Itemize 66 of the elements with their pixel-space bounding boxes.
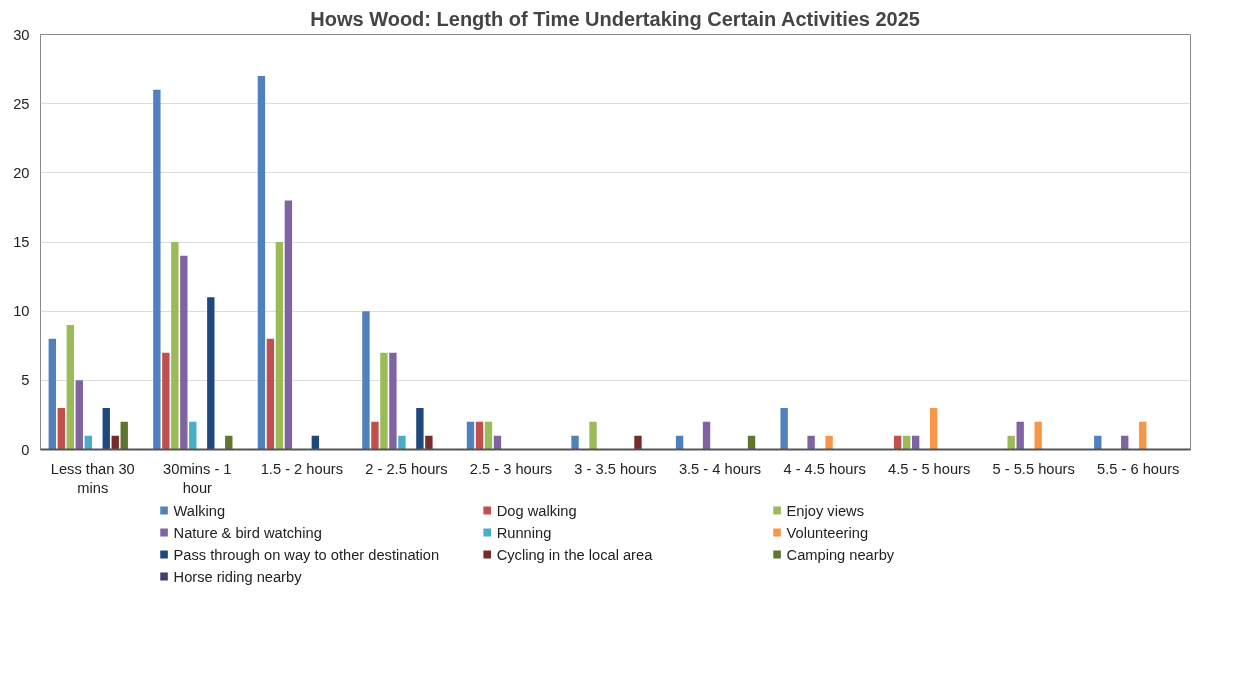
legend-label: Camping nearby	[786, 546, 895, 563]
bar	[825, 435, 833, 450]
bar	[48, 338, 56, 450]
bar	[702, 421, 711, 450]
bar	[57, 408, 65, 450]
bar	[634, 435, 642, 450]
bar	[371, 421, 379, 450]
x-tick-label: 4 - 4.5 hours	[783, 460, 866, 477]
x-tick-label: 5.5 - 6 hours	[1097, 460, 1180, 477]
legend-label: Pass through on way to other destination	[173, 546, 440, 563]
bar	[571, 435, 579, 450]
x-tick-label: 2.5 - 3 hours	[469, 460, 553, 477]
y-tick-label: 5	[21, 372, 30, 389]
bar	[484, 421, 493, 450]
legend-label: Walking	[173, 502, 226, 519]
bar	[162, 352, 170, 450]
bar	[362, 311, 370, 450]
bar	[398, 435, 406, 450]
bar	[780, 408, 788, 450]
bar	[929, 408, 938, 450]
bar	[807, 435, 815, 450]
legend-label: Enjoy views	[786, 502, 864, 519]
bar	[389, 352, 397, 450]
bar	[1034, 421, 1042, 450]
bar	[275, 242, 284, 450]
y-tick-label: 10	[13, 303, 30, 320]
legend-label: Running	[496, 524, 552, 541]
x-tick-label: 4.5 - 5 hours	[887, 460, 971, 477]
legend-label: Cycling in the local area	[496, 546, 654, 563]
y-tick-label: 30	[13, 26, 30, 43]
bar	[380, 352, 388, 450]
chart-title: Hows Wood: Length of Time Undertaking Certain Activities 2025	[310, 7, 920, 30]
bar	[153, 89, 161, 450]
x-tick-label: 3 - 3.5 hours	[574, 460, 657, 477]
bar	[66, 325, 74, 450]
x-tick-label: 1.5 - 2 hours	[260, 460, 344, 477]
bar	[284, 200, 293, 450]
x-tick-label: 5 - 5.5 hours	[992, 460, 1075, 477]
bar	[425, 435, 433, 450]
bar	[589, 421, 597, 450]
y-tick-label: 25	[13, 95, 30, 112]
bar	[75, 380, 83, 450]
legend-label: Dog walking	[496, 502, 577, 519]
bar	[120, 421, 128, 450]
y-tick-label: 15	[13, 234, 30, 250]
bar	[171, 242, 179, 450]
bar	[189, 421, 197, 450]
bar	[416, 408, 424, 450]
bar	[207, 297, 215, 450]
legend-label: Nature & bird watching	[173, 524, 322, 541]
bar	[257, 76, 266, 450]
bar	[266, 338, 275, 450]
bar	[180, 255, 188, 450]
y-tick-label: 20	[13, 164, 30, 181]
x-tick-label: 30mins - 1 hour	[163, 460, 232, 496]
x-tick-label: 2 - 2.5 hours	[365, 460, 448, 477]
x-tick-label: Less than 30 mins	[50, 460, 135, 496]
bar	[466, 421, 475, 450]
bar	[1139, 421, 1147, 450]
y-tick-label: 0	[21, 441, 30, 458]
x-tick-label: 3.5 - 4 hours	[678, 460, 762, 477]
legend-label: Volunteering	[786, 524, 869, 541]
bar	[102, 408, 110, 450]
legend-label: Horse riding nearby	[173, 568, 303, 585]
bar	[475, 421, 484, 450]
bar	[1016, 421, 1024, 450]
